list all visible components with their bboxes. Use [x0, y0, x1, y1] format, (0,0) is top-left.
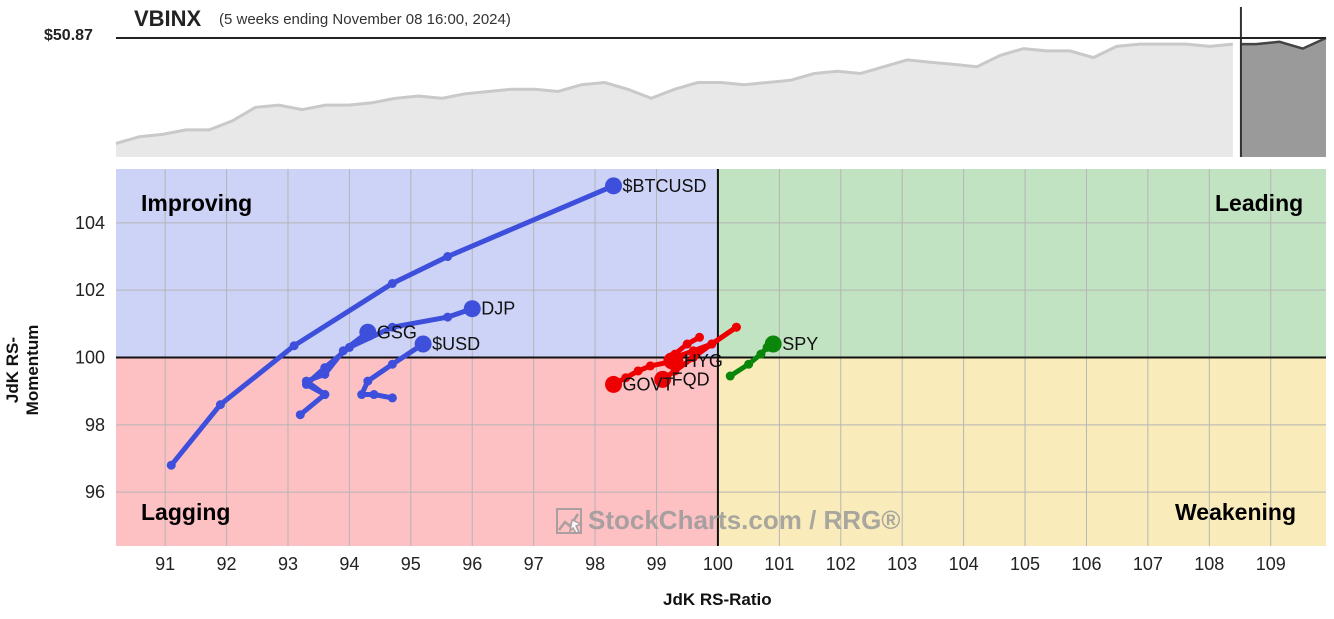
quadrant-improving [116, 169, 718, 358]
tail-point-usd [369, 390, 379, 400]
head-btcusd [605, 177, 623, 195]
y-axis-label: JdK RS-Momentum [3, 324, 42, 416]
tail-point-gsg [338, 346, 348, 356]
quadrant-leading [717, 169, 1326, 358]
y-tick-label: 100 [75, 348, 105, 368]
x-tick-label: 94 [339, 554, 359, 574]
x-tick-label: 91 [155, 554, 175, 574]
tail-point-usd [387, 359, 397, 369]
benchmark-line [115, 42, 1234, 145]
tail-point-fqd [707, 339, 717, 349]
series-label: SPY [782, 334, 818, 354]
x-tick-label: 101 [764, 554, 794, 574]
head-gsg [359, 323, 377, 341]
tail-point-iyg [695, 332, 705, 342]
x-tick-label: 96 [462, 554, 482, 574]
series-label: DJP [481, 299, 515, 319]
x-tick-label: 98 [585, 554, 605, 574]
chart-symbol: VBINX [134, 6, 202, 31]
tail-point-iyg [682, 339, 692, 349]
tail-point-gsg [320, 369, 330, 379]
x-tick-label: 99 [646, 554, 666, 574]
x-axis-label: JdK RS-Ratio [663, 590, 772, 609]
tail-point-govt [621, 373, 631, 383]
tail-point-gsg [320, 390, 330, 400]
tail-point-fqd [670, 366, 680, 376]
series-label: HYG [684, 351, 723, 371]
y-tick-label: 98 [85, 415, 105, 435]
benchmark-highlight-line [1240, 36, 1327, 50]
tail-btcusd [168, 183, 616, 468]
series-label: GOVT [623, 374, 674, 394]
tail-point-usd [363, 376, 373, 386]
tail-point-spy [725, 371, 735, 381]
head-fqd [654, 370, 672, 388]
tail-point-govt [645, 361, 655, 371]
watermark-text: StockCharts.com / RRG® [588, 505, 901, 535]
series-label: FQD [672, 369, 710, 389]
series-label: $BTCUSD [623, 176, 707, 196]
tail-point-btcusd [166, 460, 176, 470]
head-spy [764, 335, 782, 353]
tail-point-btcusd [443, 252, 453, 262]
x-tick-label: 93 [278, 554, 298, 574]
y-tick-label: 104 [75, 213, 105, 233]
x-tick-label: 109 [1256, 554, 1286, 574]
quadrant-label-lagging: Lagging [141, 499, 231, 525]
x-tick-label: 97 [524, 554, 544, 574]
y-tick-label: 102 [75, 280, 105, 300]
watermark: StockCharts.com / RRG® [556, 505, 900, 536]
tail-point-govt [633, 366, 643, 376]
quadrant-label-weakening: Weakening [1175, 499, 1296, 525]
x-tick-label: 95 [401, 554, 421, 574]
tail-point-btcusd [387, 278, 397, 288]
x-tick-label: 103 [887, 554, 917, 574]
head-govt [605, 375, 623, 393]
x-tick-label: 100 [703, 554, 733, 574]
benchmark-highlight-area [1240, 38, 1326, 157]
x-tick-label: 105 [1010, 554, 1040, 574]
tail-point-btcusd [215, 400, 225, 410]
chart-subtitle: (5 weeks ending November 08 16:00, 2024) [219, 11, 511, 28]
x-tick-label: 107 [1133, 554, 1163, 574]
tail-point-djp [443, 312, 453, 322]
x-tick-label: 102 [826, 554, 856, 574]
series-label: $USD [432, 334, 480, 354]
tail-point-spy [744, 359, 754, 369]
benchmark-area [116, 44, 1233, 157]
price-label: $50.87 [44, 27, 93, 44]
tail-point-usd [357, 390, 367, 400]
quadrant-label-leading: Leading [1215, 190, 1304, 216]
x-tick-label: 106 [1071, 554, 1101, 574]
tail-point-fqd [731, 322, 741, 332]
x-tick-label: 108 [1194, 554, 1224, 574]
quadrant-weakening [717, 357, 1326, 546]
stockcharts-logo-icon [556, 506, 584, 534]
head-djp [463, 300, 481, 318]
x-tick-label: 92 [217, 554, 237, 574]
tail-point-gsg [295, 410, 305, 420]
tail-point-usd [387, 393, 397, 403]
tail-point-spy [756, 349, 766, 359]
tail-point-btcusd [289, 341, 299, 351]
tail-point-djp [387, 322, 397, 332]
tail-point-fqd [688, 353, 698, 362]
tail-gsg [297, 329, 371, 418]
quadrant-label-improving: Improving [141, 190, 253, 216]
tail-point-gsg [301, 376, 311, 386]
series-label: GSG [377, 322, 417, 342]
x-tick-label: 104 [949, 554, 979, 574]
tail-point-govt [670, 356, 680, 366]
head-usd [414, 335, 432, 353]
y-tick-label: 96 [85, 482, 105, 502]
